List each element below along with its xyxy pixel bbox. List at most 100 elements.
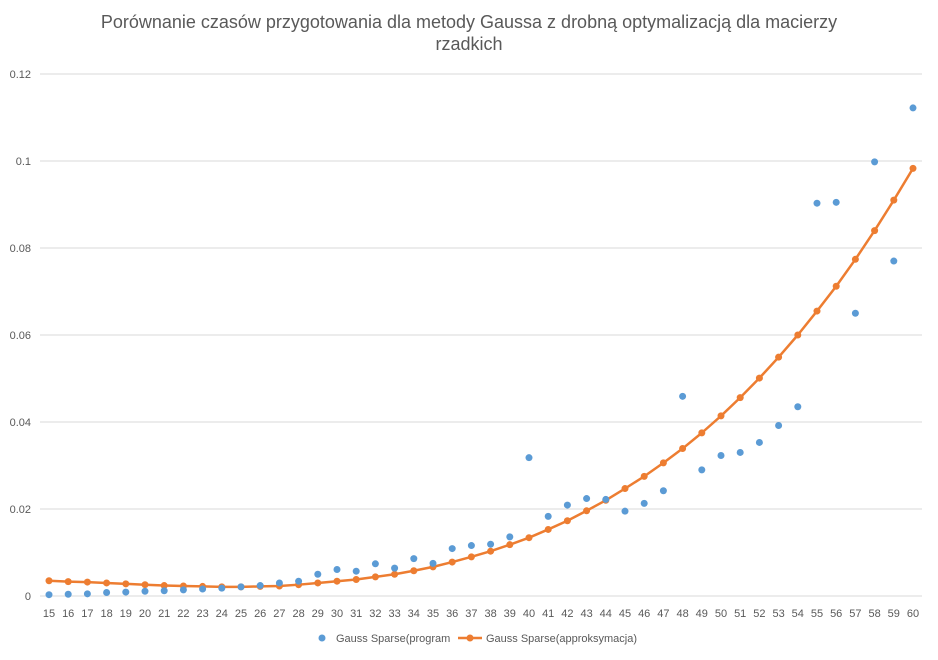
data-point-program [103, 589, 111, 597]
data-point-approx [352, 575, 360, 583]
data-point-program [890, 257, 898, 265]
x-tick-label: 30 [331, 608, 343, 620]
x-tick-label: 29 [312, 608, 324, 620]
x-tick-label: 23 [196, 608, 208, 620]
data-point-program [179, 586, 187, 594]
data-point-program [199, 585, 207, 593]
data-point-approx [659, 459, 667, 467]
data-point-program [64, 590, 72, 598]
data-point-approx [467, 553, 475, 561]
data-point-approx [371, 573, 379, 581]
x-tick-label: 44 [600, 608, 612, 620]
x-tick-label: 28 [292, 608, 304, 620]
data-point-approx [141, 581, 149, 589]
data-point-program [391, 564, 399, 572]
data-point-approx [621, 485, 629, 493]
x-tick-label: 27 [273, 608, 285, 620]
x-axis: 15 16 17 18 19 20 21 22 23 24 25 26 27 28 29 30 31 32 33 34… [43, 608, 919, 620]
data-point-approx [448, 558, 456, 566]
y-tick-label: 0.06 [10, 330, 31, 342]
x-tick-label: 39 [504, 608, 516, 620]
x-tick-label: 55 [811, 608, 823, 620]
data-point-approx [851, 255, 859, 263]
data-point-program [333, 565, 341, 573]
data-point-program [525, 454, 533, 462]
data-point-program [640, 499, 648, 507]
data-point-program [410, 555, 418, 563]
data-point-approx [755, 374, 763, 382]
x-tick-label: 15 [43, 608, 55, 620]
data-point-program [487, 540, 495, 548]
data-point-approx [832, 282, 840, 290]
chart-title: Porównanie czasów przygotowania dla meto… [101, 12, 837, 54]
x-tick-label: 43 [580, 608, 592, 620]
data-point-program [717, 451, 725, 459]
data-point-approx [45, 577, 53, 585]
data-point-approx [103, 579, 111, 587]
y-tick-label: 0.08 [10, 243, 31, 255]
x-tick-label: 45 [619, 608, 631, 620]
data-point-approx [525, 534, 533, 542]
data-point-program [122, 588, 130, 596]
data-point-approx [794, 331, 802, 339]
data-point-approx [391, 570, 399, 578]
legend-item-approx: Gauss Sparse(approksymacja) [458, 633, 637, 645]
data-point-program [237, 583, 245, 591]
x-tick-label: 21 [158, 608, 170, 620]
x-tick-label: 40 [523, 608, 535, 620]
data-point-program [659, 487, 667, 495]
x-tick-label: 38 [484, 608, 496, 620]
x-tick-label: 41 [542, 608, 554, 620]
data-point-approx [333, 577, 341, 585]
data-point-approx [314, 579, 322, 587]
data-point-program [429, 559, 437, 567]
x-tick-label: 18 [100, 608, 112, 620]
data-point-program [851, 309, 859, 317]
x-tick-label: 20 [139, 608, 151, 620]
x-tick-label: 17 [81, 608, 93, 620]
x-tick-label: 57 [849, 608, 861, 620]
x-tick-label: 54 [792, 608, 804, 620]
x-tick-label: 53 [772, 608, 784, 620]
x-tick-label: 31 [350, 608, 362, 620]
data-point-program [218, 584, 226, 592]
data-point-approx [544, 525, 552, 533]
chart-title-line-2: rzadkich [435, 34, 502, 54]
data-point-program [506, 533, 514, 541]
legend-label-approx: Gauss Sparse(approksymacja) [486, 633, 637, 645]
data-point-approx [640, 472, 648, 480]
series-line-approx [48, 167, 915, 589]
x-tick-label: 32 [369, 608, 381, 620]
data-point-program [909, 104, 917, 112]
data-point-program [775, 421, 783, 429]
legend-label-program: Gauss Sparse(program [336, 633, 450, 645]
y-axis: 0 0.02 0.04 0.06 0.08 0.1 0.12 [10, 69, 31, 603]
data-point-program [314, 570, 322, 578]
legend-marker-approx [466, 634, 474, 642]
x-tick-label: 47 [657, 608, 669, 620]
x-tick-label: 26 [254, 608, 266, 620]
data-point-approx [506, 541, 514, 549]
data-point-approx [890, 196, 898, 204]
data-point-program [583, 495, 591, 503]
legend-item-program: Gauss Sparse(program [318, 633, 450, 645]
data-point-program [813, 199, 821, 207]
data-point-program [736, 448, 744, 456]
x-tick-label: 49 [696, 608, 708, 620]
x-tick-label: 25 [235, 608, 247, 620]
y-tick-label: 0.04 [10, 417, 31, 429]
data-point-program [467, 542, 475, 550]
data-point-approx [813, 307, 821, 315]
data-point-approx [122, 580, 130, 588]
x-tick-label: 50 [715, 608, 727, 620]
data-point-program [832, 198, 840, 206]
data-point-approx [717, 412, 725, 420]
data-point-approx [583, 507, 591, 515]
x-tick-label: 52 [753, 608, 765, 620]
data-point-program [352, 567, 360, 575]
x-tick-label: 36 [446, 608, 458, 620]
data-point-approx [83, 578, 91, 586]
x-tick-label: 42 [561, 608, 573, 620]
y-tick-label: 0.02 [10, 504, 31, 516]
data-point-approx [487, 547, 495, 555]
